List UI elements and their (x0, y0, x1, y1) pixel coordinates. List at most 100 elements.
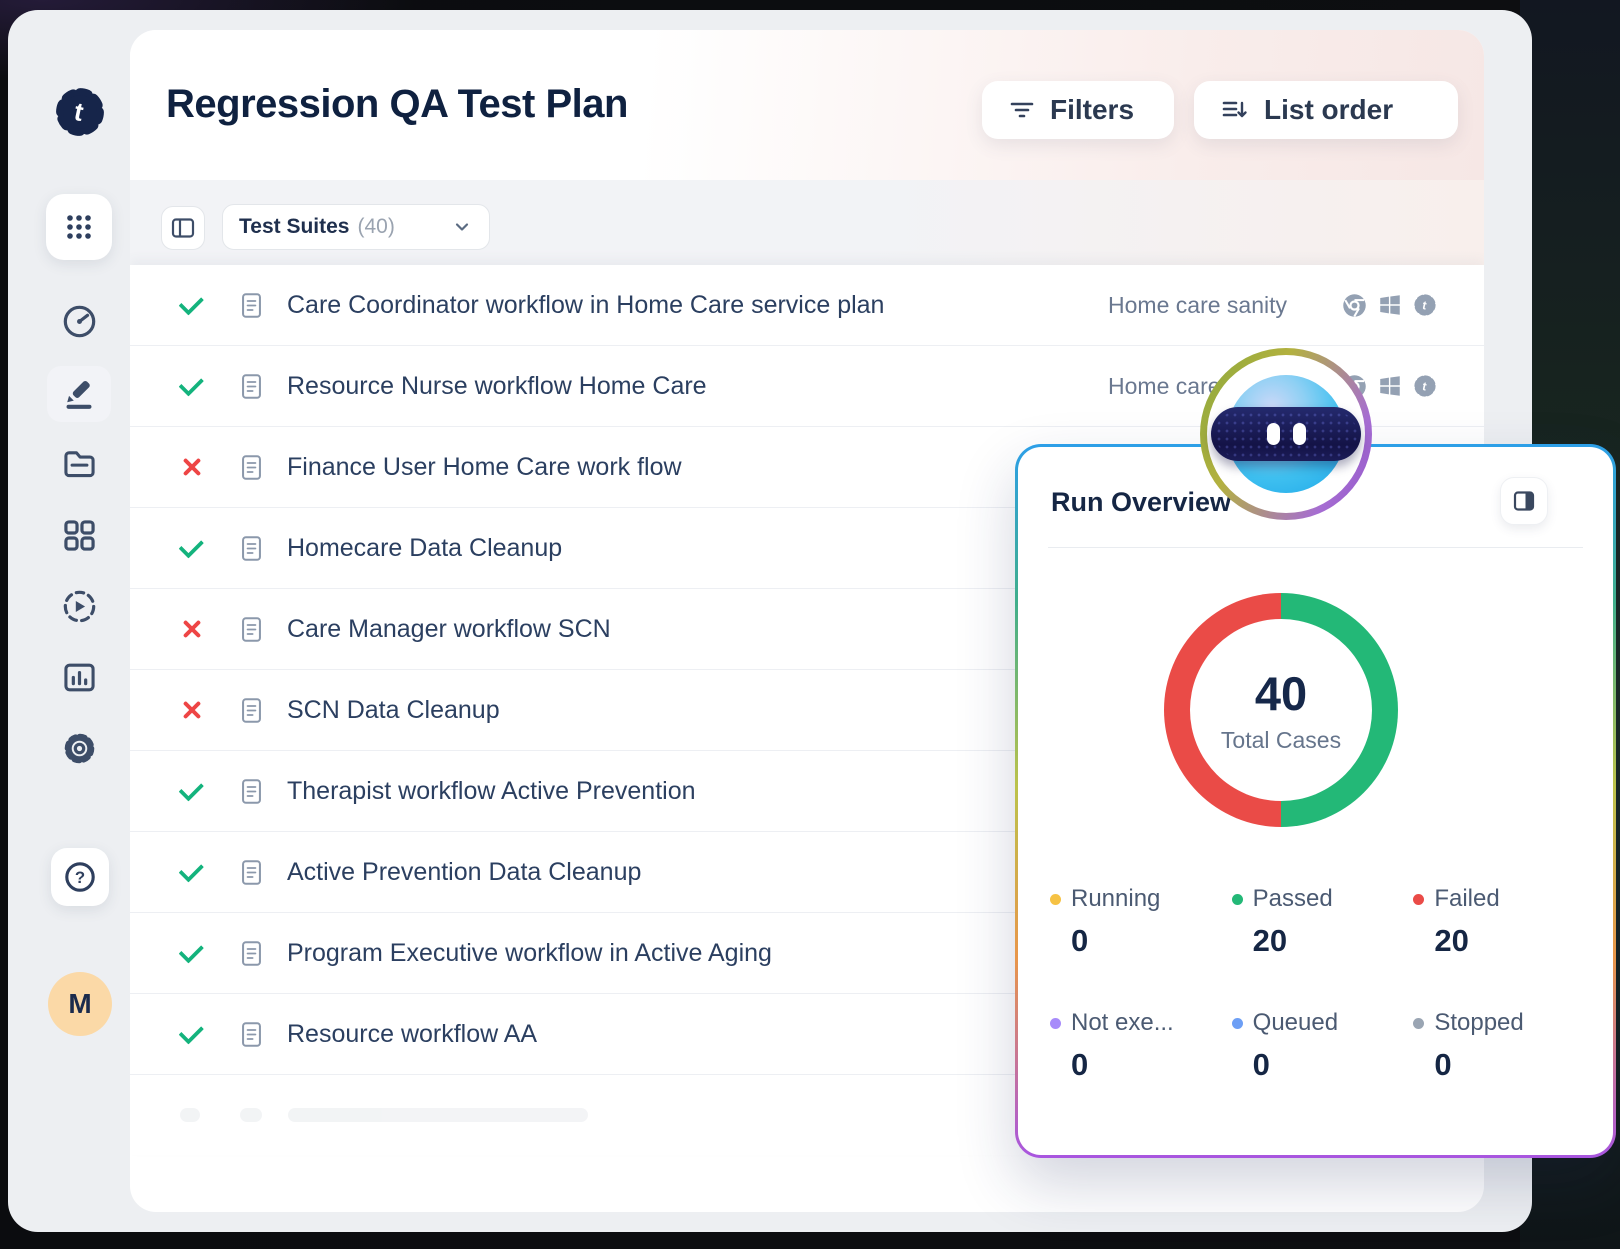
panel-right-icon (1513, 491, 1535, 511)
suite-title: SCN Data Cleanup (287, 695, 500, 724)
legend-value: 0 (1434, 1047, 1452, 1082)
sidebar-item-runs[interactable] (61, 588, 98, 625)
suite-row[interactable]: SCN Data Cleanup (130, 670, 1484, 751)
document-icon (242, 697, 261, 723)
apps-grid-icon (67, 215, 91, 239)
legend-dot (1050, 1017, 1061, 1029)
copilot-robot-avatar[interactable] (1200, 348, 1372, 520)
dropdown-label: Test Suites (239, 215, 350, 238)
filter-icon (1010, 102, 1034, 118)
chevron-down-icon (455, 223, 469, 231)
suite-title: Resource Nurse workflow Home Care (287, 371, 707, 400)
svg-text:t: t (1421, 379, 1428, 394)
status-failed-icon (177, 452, 207, 482)
legend-item: Stopped 0 (1413, 1009, 1595, 1083)
avatar-initial: M (68, 988, 92, 1019)
suite-row[interactable]: Homecare Data Cleanup (130, 508, 1484, 589)
gauge-icon (63, 305, 96, 338)
document-icon (242, 535, 261, 561)
legend-item: Not exe... 0 (1050, 1009, 1232, 1083)
legend-label: Passed (1252, 885, 1333, 912)
sidebar-item-test-suites[interactable] (61, 517, 98, 554)
suite-title: Resource workflow AA (287, 1019, 538, 1048)
app-logo[interactable]: t (52, 84, 108, 140)
legend-value: 0 (1252, 1047, 1270, 1082)
user-avatar[interactable]: M (48, 972, 112, 1036)
suite-title: Program Executive workflow in Active Agi… (287, 938, 772, 967)
four-squares-icon (64, 520, 95, 551)
sidebar-item-settings[interactable] (61, 730, 98, 767)
status-failed-icon (177, 614, 207, 644)
legend-dot (1231, 1017, 1243, 1029)
legend-value: 0 (1071, 923, 1089, 958)
status-passed-icon (177, 533, 207, 563)
suite-title: Active Prevention Data Cleanup (287, 857, 642, 886)
sidebar-item-reports[interactable] (61, 659, 98, 696)
legend-value: 0 (1071, 1047, 1089, 1082)
toolbar: Test Suites (40) (130, 180, 1484, 265)
run-overview-donut-chart: 40 Total Cases (1164, 593, 1398, 827)
suite-row[interactable]: Active Prevention Data Cleanup (130, 832, 1484, 913)
run-overview-title: Run Overview (1051, 487, 1232, 517)
folder-icon (64, 451, 95, 478)
legend-label: Running (1071, 885, 1161, 912)
suite-row[interactable]: Therapist workflow Active Prevention (130, 751, 1484, 832)
suite-title: Therapist workflow Active Prevention (287, 776, 696, 805)
donut-legend: Running 0 Passed 20 Failed 20 Not exe...… (1050, 885, 1595, 1083)
testsigma-icon: t (1414, 375, 1436, 397)
legend-label: Queued (1252, 1009, 1339, 1036)
dropdown-count: (40) (357, 215, 395, 238)
suite-tag: Home care sanity (1108, 291, 1287, 318)
status-passed-icon (177, 1019, 207, 1049)
page-title: Regression QA Test Plan (166, 82, 628, 126)
sidebar-item-elements[interactable] (61, 446, 98, 483)
sidebar-item-dashboard[interactable] (61, 303, 98, 340)
document-icon (242, 454, 261, 480)
columns-layout-icon (171, 218, 195, 238)
suite-row[interactable]: Care Manager workflow SCN (130, 589, 1484, 670)
run-overview-panel: Run Overview 40 Total Cases Running 0 Pa… (1015, 444, 1616, 1158)
sidebar-item-apps[interactable] (46, 194, 112, 260)
suite-row[interactable]: Care Coordinator workflow in Home Care s… (130, 265, 1484, 346)
legend-label: Not exe... (1071, 1009, 1174, 1036)
status-passed-icon (177, 371, 207, 401)
status-passed-icon (177, 290, 207, 320)
legend-label: Stopped (1434, 1009, 1524, 1036)
document-icon (242, 940, 261, 966)
windows-icon (1380, 376, 1400, 396)
status-passed-icon (177, 776, 207, 806)
document-icon (242, 1021, 261, 1047)
total-cases-value: 40 (1254, 667, 1308, 720)
sort-list-icon (1222, 101, 1247, 118)
suite-row[interactable]: Program Executive workflow in Active Agi… (130, 913, 1484, 994)
robot-left-eye (1267, 423, 1280, 445)
legend-value: 20 (1252, 923, 1288, 958)
legend-dot (1050, 893, 1061, 905)
legend-label: Failed (1434, 885, 1500, 912)
suite-title: Finance User Home Care work flow (287, 452, 682, 481)
test-suites-dropdown[interactable]: Test Suites (40) (222, 204, 490, 250)
legend-item: Failed 20 (1413, 885, 1595, 959)
play-circle-dashed-icon (63, 590, 96, 623)
robot-visor (1211, 407, 1361, 461)
donut-center: 40 Total Cases (1164, 593, 1398, 827)
row-right-meta: Home care sanity t (1108, 292, 1484, 319)
legend-dot (1231, 893, 1243, 905)
sidebar-item-editor[interactable] (47, 366, 111, 422)
list-order-button[interactable]: List order (1194, 81, 1458, 139)
sidebar-item-help[interactable]: ? (51, 848, 109, 906)
panel-divider (1048, 547, 1583, 548)
status-passed-icon (177, 938, 207, 968)
filters-button-label: Filters (1050, 94, 1135, 125)
toggle-side-panel-button[interactable] (161, 206, 205, 250)
status-passed-icon (177, 857, 207, 887)
status-failed-icon (177, 695, 207, 725)
bar-chart-icon (64, 663, 95, 692)
suite-row[interactable]: Resource workflow AA (130, 994, 1484, 1075)
panel-expand-button[interactable] (1500, 477, 1548, 525)
filters-button[interactable]: Filters (982, 81, 1174, 139)
legend-value: 20 (1434, 923, 1469, 958)
suite-row[interactable]: Finance User Home Care work flow (130, 427, 1484, 508)
legend-item: Queued 0 (1231, 1009, 1414, 1083)
